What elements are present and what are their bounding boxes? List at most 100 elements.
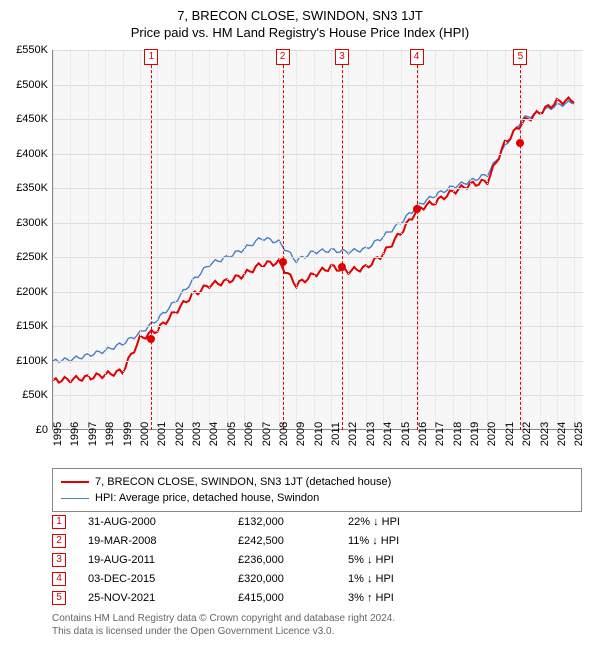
x-axis-label: 2020 [486,422,498,446]
x-axis-label: 2009 [295,422,307,446]
gridline-v [209,50,210,430]
table-row-price: £132,000 [238,516,348,528]
gridline-v [157,50,158,430]
table-row-pct: 22% ↓ HPI [348,516,488,528]
table-row-price: £320,000 [238,573,348,585]
table-row-pct: 1% ↓ HPI [348,573,488,585]
sales-table: 131-AUG-2000£132,00022% ↓ HPI 2 19-MAR-200… [52,512,582,607]
gridline-v [522,50,523,430]
x-axis-label: 2014 [382,422,394,446]
gridline-v [140,50,141,430]
gridline-v [540,50,541,430]
sale-line [342,50,343,430]
x-axis-label: 2021 [504,422,516,446]
gridline-v [383,50,384,430]
plot-area: 12345 [52,50,582,430]
line-series-svg [53,50,583,430]
gridline-v [505,50,506,430]
gridline-v [70,50,71,430]
table-row-index: 3 [52,553,66,567]
table-row-date: 25-NOV-2021 [88,592,238,604]
gridline-v [175,50,176,430]
x-axis-label: 2010 [313,422,325,446]
sale-point-marker [516,139,524,147]
gridline-h [53,292,583,293]
sale-marker-box: 4 [410,49,424,65]
x-axis-label: 2013 [365,422,377,446]
table-row-pct: 5% ↓ HPI [348,554,488,566]
gridline-v [279,50,280,430]
table-row-price: £415,000 [238,592,348,604]
gridline-h [53,50,583,51]
gridline-v [105,50,106,430]
x-axis-label: 2019 [469,422,481,446]
table-row: 403-DEC-2015£320,0001% ↓ HPI [52,569,582,588]
x-axis-label: 2011 [330,422,342,446]
x-axis-label: 2007 [261,422,273,446]
gridline-v [314,50,315,430]
table-row: 131-AUG-2000£132,00022% ↓ HPI [52,512,582,531]
sale-marker-box: 2 [276,49,290,65]
x-axis-label: 2012 [347,422,359,446]
gridline-h [53,188,583,189]
chart-area: 12345 £0£50K£100K£150K£200K£250K£300K£35… [52,50,582,430]
gridline-v [470,50,471,430]
x-axis-label: 1998 [104,422,116,446]
x-axis-label: 2001 [156,422,168,446]
x-axis-label: 2017 [434,422,446,446]
y-axis-label: £500K [0,79,48,91]
gridline-h [53,85,583,86]
y-axis-label: £300K [0,217,48,229]
chart-title: 7, BRECON CLOSE, SWINDON, SN3 1JT [0,0,600,23]
gridline-h [53,119,583,120]
sale-point-marker [413,205,421,213]
gridline-v [244,50,245,430]
y-axis-label: £150K [0,320,48,332]
x-axis-label: 2005 [226,422,238,446]
gridline-h [53,361,583,362]
x-axis-label: 2015 [400,422,412,446]
sale-marker-box: 3 [335,49,349,65]
gridline-v [487,50,488,430]
table-row: 219-MAR-2008£242,50011% ↓ HPI [52,531,582,550]
y-axis-label: £50K [0,389,48,401]
table-row-date: 03-DEC-2015 [88,573,238,585]
table-row-price: £242,500 [238,535,348,547]
x-axis-label: 2006 [243,422,255,446]
x-axis-label: 1995 [52,422,64,446]
gridline-h [53,223,583,224]
x-axis-label: 2023 [539,422,551,446]
y-axis-label: £450K [0,113,48,125]
table-row-date: 19-MAR-2008 [88,535,238,547]
gridline-v [192,50,193,430]
table-row-date: 19-AUG-2011 [88,554,238,566]
sale-line [520,50,521,430]
gridline-v [262,50,263,430]
gridline-v [435,50,436,430]
x-axis-label: 2002 [174,422,186,446]
gridline-v [418,50,419,430]
gridline-v [227,50,228,430]
footer-line2: This data is licensed under the Open Gov… [52,625,395,638]
x-axis-label: 2003 [191,422,203,446]
x-axis-label: 2004 [208,422,220,446]
sale-line [417,50,418,430]
gridline-v [366,50,367,430]
gridline-v [557,50,558,430]
y-axis-label: £250K [0,251,48,263]
y-axis-label: £100K [0,355,48,367]
gridline-v [296,50,297,430]
legend-item: HPI: Average price, detached house, Swin… [61,490,573,506]
table-row-index: 2 [52,534,66,548]
footer: Contains HM Land Registry data © Crown c… [52,612,395,638]
gridline-v [453,50,454,430]
x-axis-label: 2025 [573,422,585,446]
legend-swatch [61,481,89,483]
table-row-index: 1 [52,515,66,529]
gridline-v [348,50,349,430]
y-axis-label: £550K [0,44,48,56]
x-axis-label: 2000 [139,422,151,446]
gridline-h [53,257,583,258]
legend-swatch [61,498,89,499]
x-axis-label: 1996 [69,422,81,446]
